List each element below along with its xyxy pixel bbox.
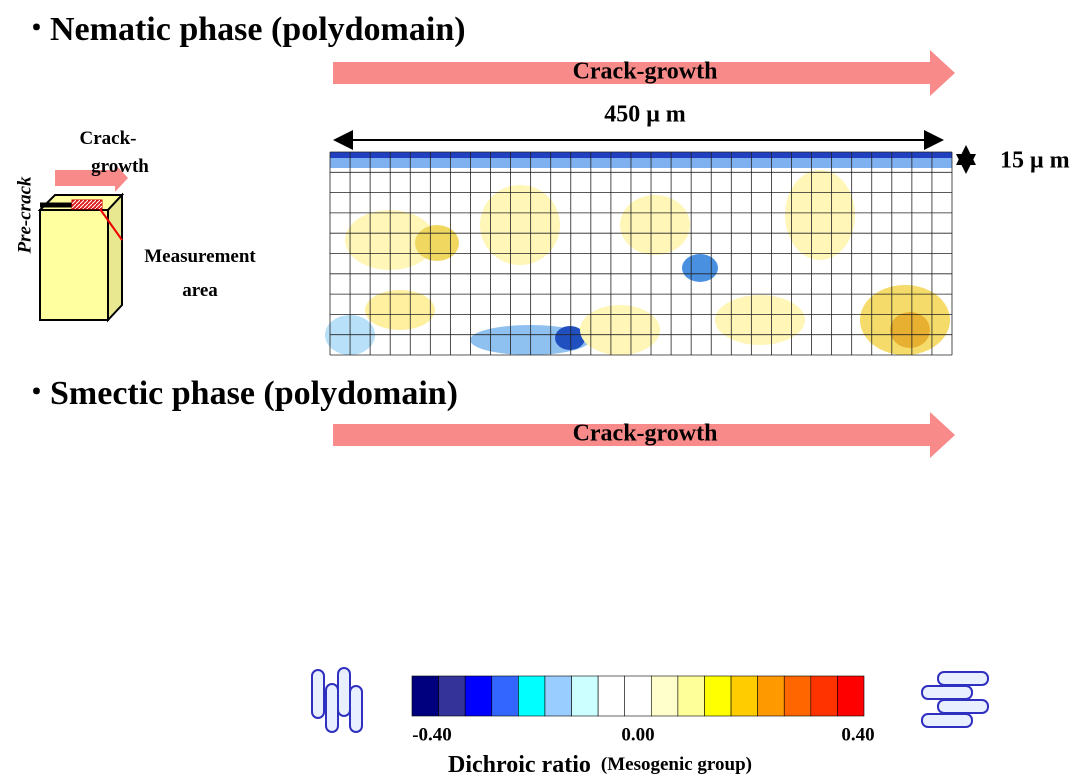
color-swatch: [650, 675, 679, 717]
title: Dichroic ratio: [448, 752, 591, 778]
line: growth: [91, 156, 149, 177]
rod: [937, 699, 989, 714]
rod: [337, 667, 351, 717]
leader-line: [99, 208, 123, 241]
colorbar-title: Dichroic ratio (Mesogenic group): [448, 752, 752, 778]
color-swatch: [438, 675, 466, 717]
specimen-front: [39, 209, 109, 321]
crack-arrow: [333, 412, 955, 458]
map-region: [330, 152, 952, 158]
rod: [349, 685, 363, 733]
contour-map: [325, 151, 953, 356]
width-label: 450 μ m: [604, 102, 686, 128]
map-region: [365, 290, 435, 330]
vertical-rods-icon: [311, 667, 363, 733]
map-region: [580, 305, 660, 355]
color-swatch: [518, 675, 546, 717]
bullet: ･: [28, 375, 45, 412]
crack-arrow: [333, 50, 955, 96]
line: Measurement: [144, 246, 256, 267]
arrow-label: Crack-growth: [573, 421, 718, 447]
inset-crack-label: Crack-growth: [80, 128, 150, 177]
map-region: [480, 185, 560, 265]
color-swatch: [597, 675, 626, 717]
rod: [937, 671, 989, 686]
color-swatch: [624, 675, 652, 717]
map-region: [620, 195, 690, 255]
pre-crack-label: Pre-crack: [14, 176, 35, 255]
section-heading: Nematic phase (polydomain): [50, 11, 466, 48]
colorbar: [411, 675, 865, 717]
color-swatch: [544, 675, 572, 717]
arrow-label: Crack-growth: [573, 59, 718, 85]
map-region: [785, 170, 855, 260]
color-swatch: [411, 675, 439, 717]
map-region: [682, 254, 718, 282]
line: area: [182, 280, 218, 301]
inset-arrow: [55, 164, 128, 192]
rod: [921, 685, 973, 700]
map-region: [890, 312, 930, 348]
colorbar-tick-label: -0.40: [412, 724, 452, 745]
color-swatch: [491, 675, 519, 717]
color-swatch: [464, 675, 493, 717]
depth-label: 15 μ m: [1000, 148, 1070, 174]
hatch: [72, 200, 102, 209]
subtitle: (Mesogenic group): [601, 754, 752, 775]
area-label: Measurement area: [144, 246, 256, 301]
colorbar-tick-label: 0.00: [621, 724, 654, 745]
map-region: [415, 225, 459, 261]
rod: [325, 683, 339, 733]
bullet: ･: [28, 11, 45, 48]
rod: [311, 669, 325, 719]
section-heading: Smectic phase (polydomain): [50, 375, 458, 412]
specimen-side: [107, 192, 123, 323]
map-region: [555, 326, 585, 350]
color-swatch: [704, 675, 732, 717]
horizontal-rods-icon: [921, 671, 989, 728]
rod: [921, 713, 973, 728]
color-swatch: [730, 675, 758, 717]
color-swatch: [783, 675, 812, 717]
color-swatch: [837, 675, 865, 717]
line: Crack-: [80, 128, 137, 149]
map-region: [715, 295, 805, 345]
color-swatch: [810, 675, 838, 717]
color-swatch: [677, 675, 705, 717]
color-swatch: [757, 675, 785, 717]
color-swatch: [571, 675, 599, 717]
colorbar-tick-label: 0.40: [841, 724, 874, 745]
